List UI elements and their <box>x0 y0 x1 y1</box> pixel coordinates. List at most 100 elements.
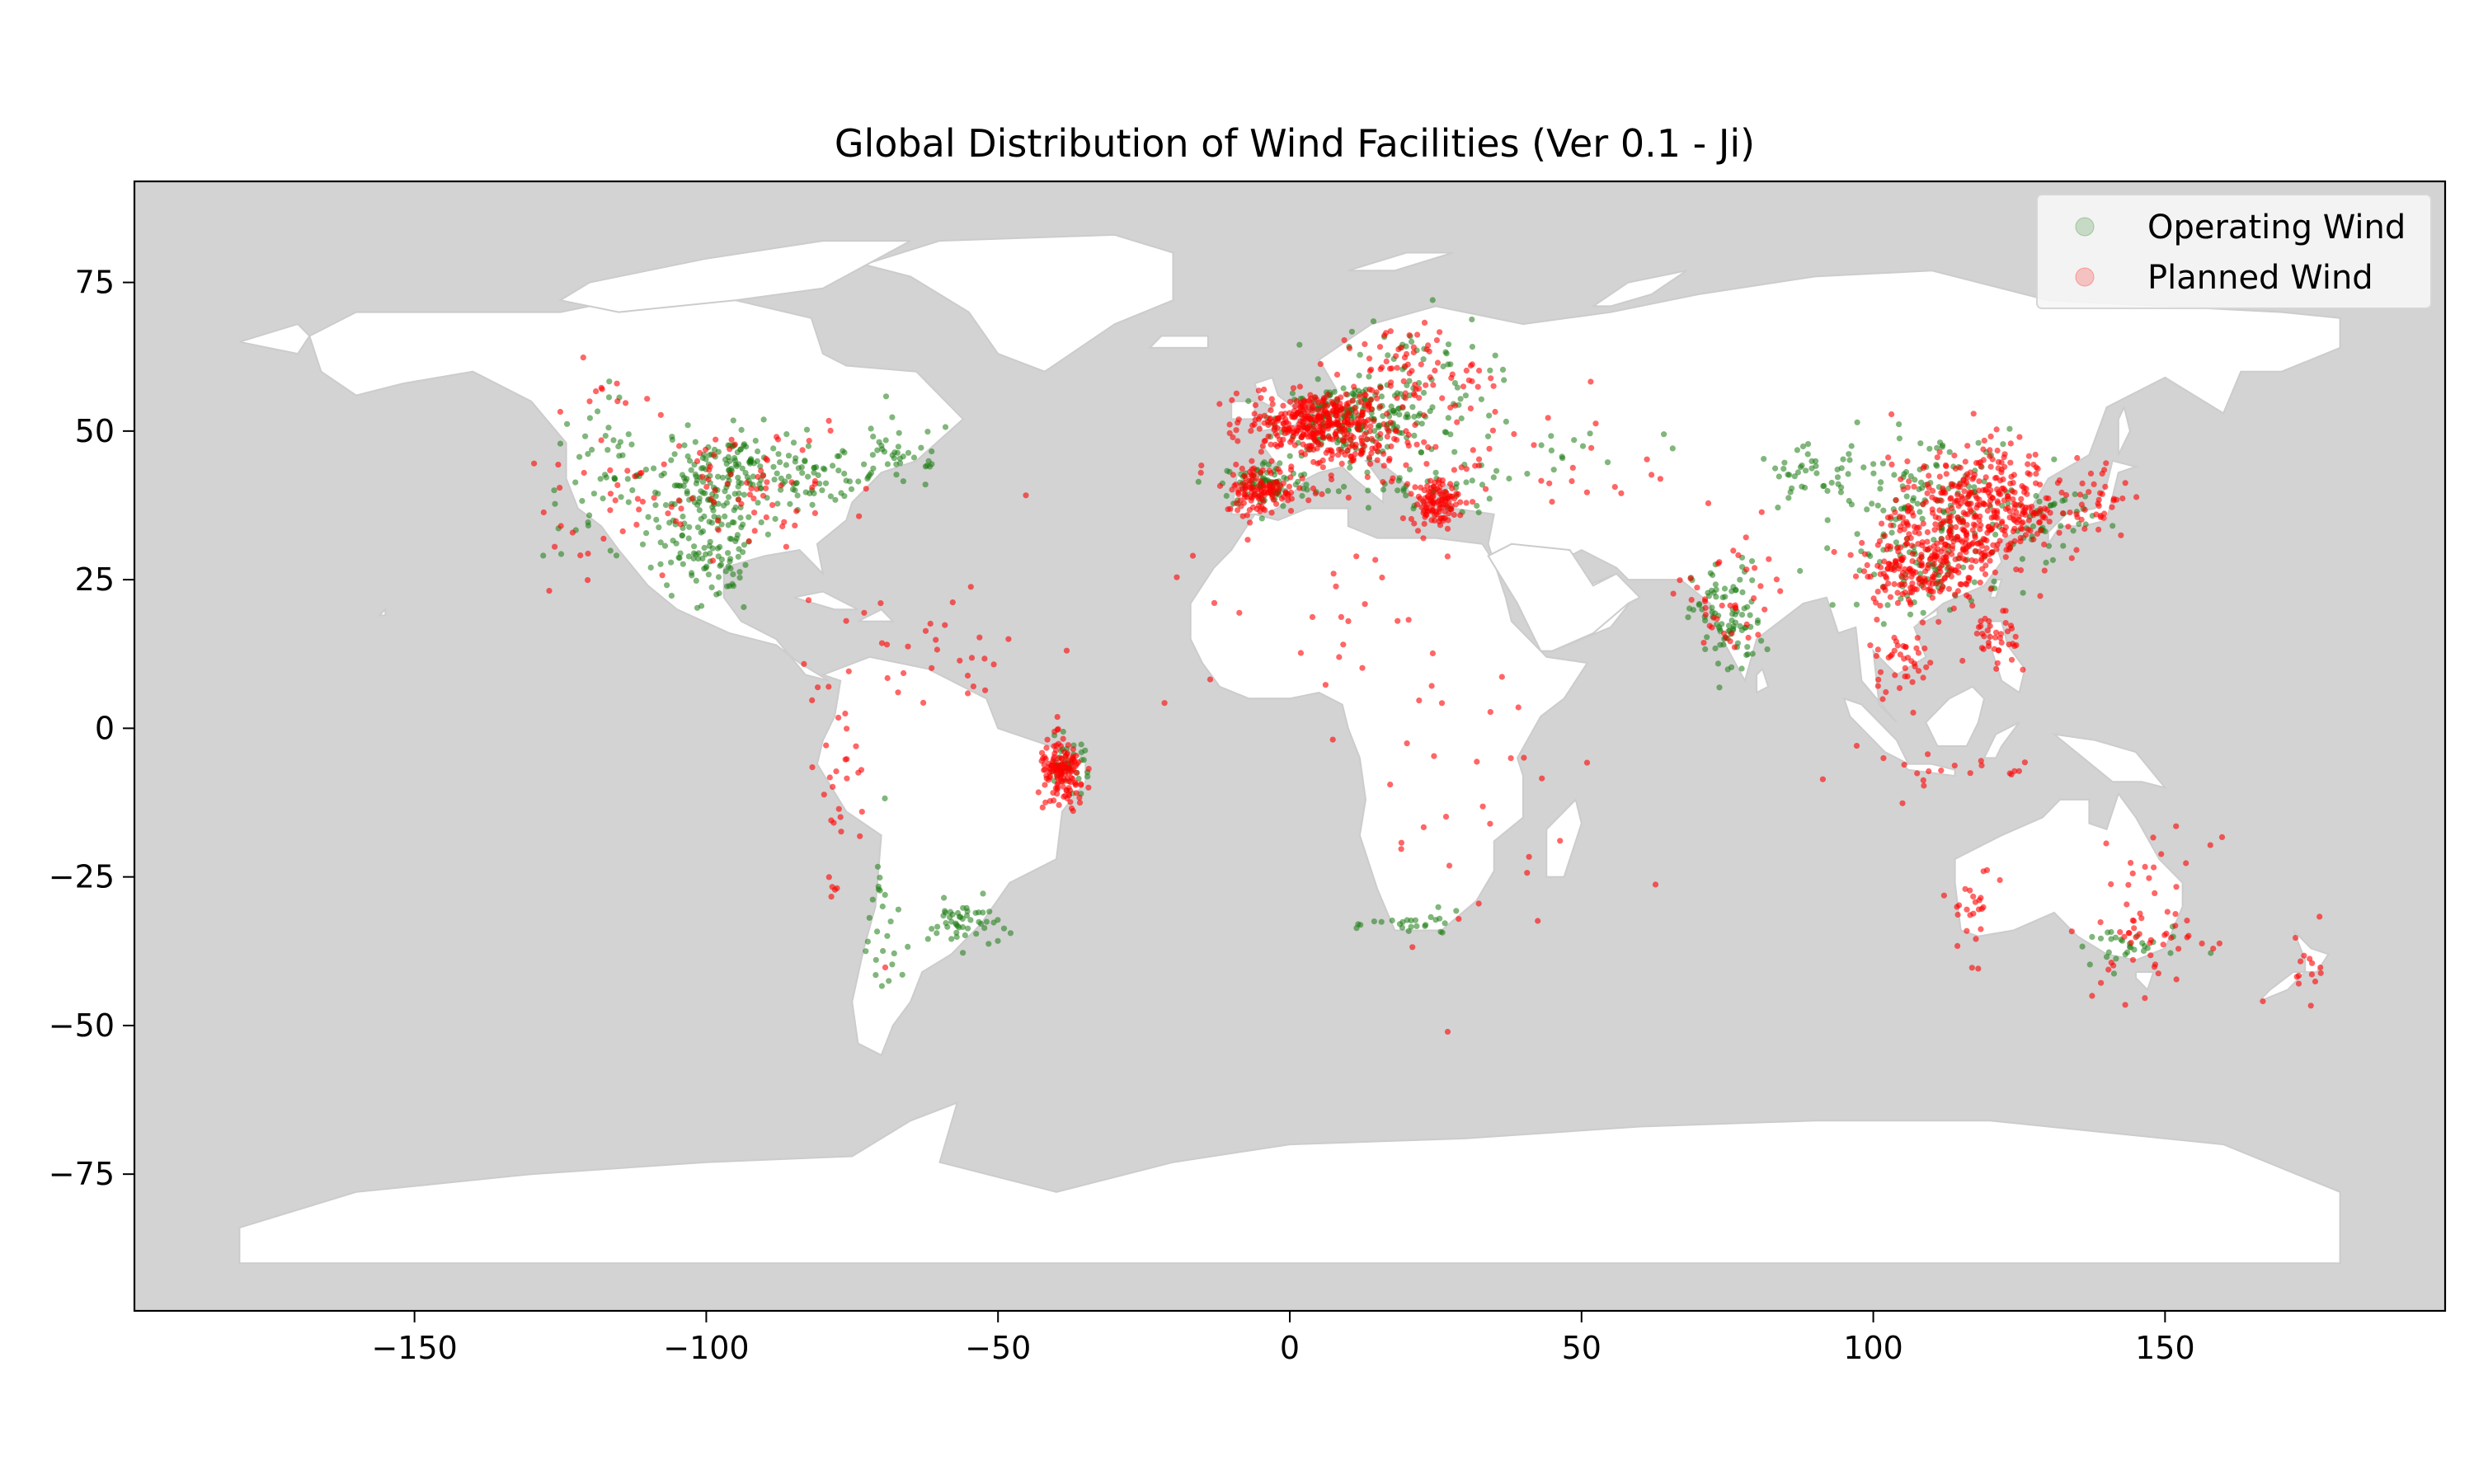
operating-wind-point <box>1870 461 1877 467</box>
operating-wind-point <box>934 930 940 937</box>
operating-wind-point <box>610 437 617 444</box>
planned-wind-point <box>2015 516 2022 524</box>
planned-wind-point <box>751 528 758 534</box>
planned-wind-point <box>1919 619 1926 626</box>
operating-wind-point <box>1478 396 1484 402</box>
planned-wind-point <box>1174 574 1180 580</box>
planned-wind-point <box>856 513 863 519</box>
planned-wind-point <box>1402 395 1409 402</box>
planned-wind-point <box>1587 378 1594 385</box>
operating-wind-point <box>1709 608 1715 616</box>
operating-wind-point <box>1917 440 1924 447</box>
planned-wind-point <box>1507 755 1514 762</box>
operating-wind-point <box>878 983 885 989</box>
planned-wind-point <box>580 355 586 361</box>
planned-wind-point <box>1476 367 1483 374</box>
planned-wind-point <box>2307 956 2313 962</box>
operating-wind-point <box>1879 460 1886 467</box>
planned-wind-point <box>1983 545 1990 552</box>
planned-wind-point <box>2059 510 2067 517</box>
operating-wind-point <box>1712 645 1719 652</box>
planned-wind-point <box>1379 574 1385 581</box>
planned-wind-point <box>1333 371 1341 378</box>
planned-wind-point <box>1937 557 1944 564</box>
operating-wind-point <box>1315 376 1321 383</box>
operating-wind-point <box>750 473 756 480</box>
planned-wind-point <box>2006 770 2013 777</box>
planned-wind-point <box>1333 583 1339 589</box>
operating-wind-point <box>686 458 694 464</box>
planned-wind-point <box>1583 489 1590 495</box>
ireland-shape <box>1230 400 1256 420</box>
operating-wind-point <box>1503 418 1509 425</box>
operating-wind-point <box>674 482 680 489</box>
planned-wind-point <box>1922 568 1929 575</box>
planned-wind-point <box>1316 424 1323 430</box>
planned-wind-point <box>703 446 709 453</box>
planned-wind-point <box>1702 598 1709 604</box>
planned-wind-point <box>830 783 836 791</box>
operating-wind-point <box>2208 950 2214 956</box>
planned-wind-point <box>1380 450 1387 458</box>
planned-wind-point <box>754 486 760 492</box>
operating-wind-point <box>1799 443 1807 450</box>
planned-wind-point <box>1524 870 1531 876</box>
planned-wind-point <box>2185 932 2192 939</box>
planned-wind-point <box>1947 495 1954 502</box>
operating-wind-point <box>595 408 601 415</box>
planned-wind-point <box>2011 768 2018 774</box>
operating-wind-point <box>2036 498 2043 505</box>
planned-wind-point <box>1432 512 1438 519</box>
planned-wind-point <box>1333 412 1339 419</box>
planned-wind-point <box>1239 465 1245 472</box>
operating-wind-point <box>703 456 709 463</box>
planned-wind-point <box>2002 554 2009 561</box>
planned-wind-point <box>1438 700 1446 707</box>
operating-wind-point <box>706 519 713 525</box>
operating-wind-point <box>805 473 811 480</box>
operating-wind-point <box>1347 464 1353 471</box>
planned-wind-point <box>1904 458 1911 465</box>
operating-wind-point <box>737 446 745 453</box>
operating-wind-point <box>822 480 830 486</box>
planned-wind-point <box>1211 599 1218 607</box>
planned-wind-point <box>1387 328 1394 335</box>
operating-wind-point <box>1418 449 1424 456</box>
planned-wind-point <box>1860 568 1868 575</box>
operating-wind-point <box>1501 377 1507 383</box>
planned-wind-point <box>2301 952 2307 959</box>
planned-wind-point <box>1292 403 1299 410</box>
planned-wind-point <box>1891 634 1898 641</box>
planned-wind-point <box>1997 876 2003 884</box>
operating-wind-point <box>698 603 705 609</box>
operating-wind-point <box>657 539 664 546</box>
planned-wind-point <box>1994 508 2001 514</box>
y-tick-label: 75 <box>75 265 115 301</box>
planned-wind-point <box>1335 452 1342 458</box>
operating-wind-point <box>680 482 687 490</box>
antarctica-shape <box>238 1101 2341 1265</box>
operating-wind-point <box>1524 471 1531 477</box>
operating-wind-point <box>764 531 772 538</box>
operating-wind-point <box>1799 463 1805 469</box>
operating-wind-point <box>952 920 959 927</box>
planned-wind-point <box>1875 676 1882 683</box>
planned-wind-point <box>1054 714 1061 721</box>
planned-wind-point <box>1362 443 1368 449</box>
planned-wind-point <box>1964 522 1970 528</box>
operating-wind-point <box>1341 483 1348 491</box>
new-guinea-shape <box>2051 733 2168 790</box>
planned-wind-point <box>1730 547 1737 554</box>
planned-wind-point <box>2128 860 2134 866</box>
planned-wind-point <box>1457 499 1464 505</box>
planned-wind-point <box>1258 448 1264 455</box>
planned-wind-point <box>1406 370 1413 377</box>
operating-wind-point <box>1799 483 1805 490</box>
planned-wind-point <box>1319 397 1325 405</box>
planned-wind-point <box>1981 633 1987 640</box>
operating-wind-point <box>869 896 876 903</box>
legend: Operating Wind Planned Wind <box>2036 194 2432 309</box>
operating-wind-point <box>834 453 841 460</box>
planned-wind-point <box>1341 425 1348 432</box>
